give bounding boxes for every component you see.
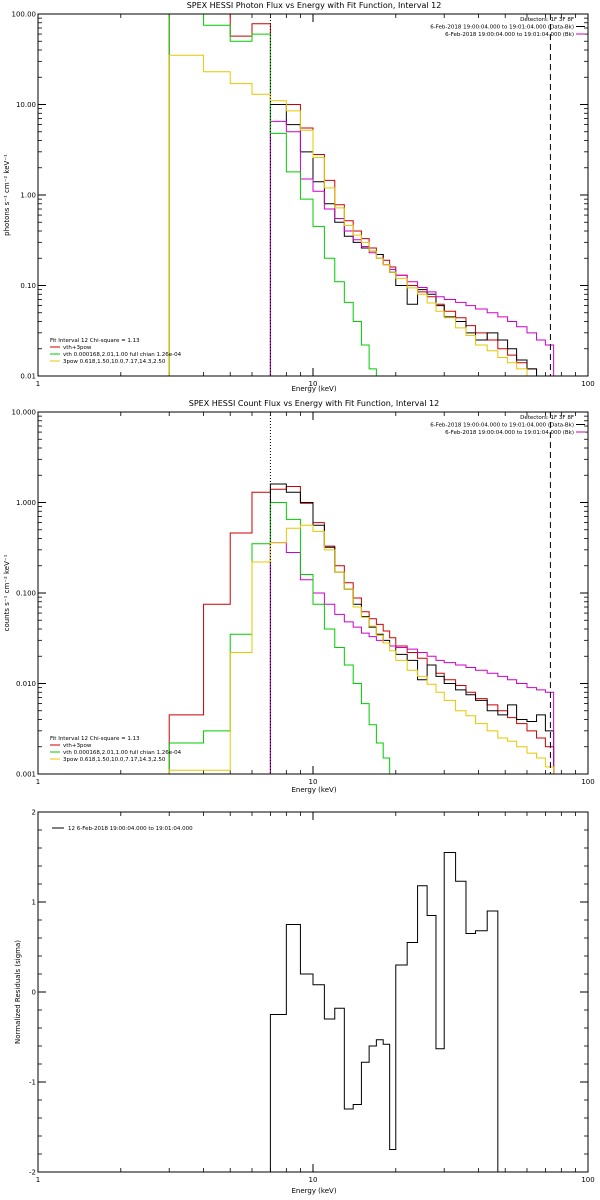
photon-flux-y-tick-label: 0.01 [20, 373, 36, 381]
photon-flux-y-tick-label: 100.00 [12, 11, 37, 19]
photon-flux-y-axis-label: photons s⁻¹ cm⁻² keV⁻¹ [3, 154, 11, 236]
photon-flux-series-4-line [168, 54, 538, 376]
residuals-legends: 12 6-Feb-2018 19:00:04.000 to 19:01:04.0… [52, 826, 193, 832]
count-flux-y-axis-label: counts s⁻¹ cm⁻² keV⁻¹ [3, 554, 11, 631]
photon-flux-legend-entry: vth 0.000168,2.01,1.00 full chian 1.26e-… [63, 352, 182, 358]
count-flux-x-tick-label: 1 [36, 778, 40, 786]
count-flux-legend-entry: 6-Feb-2018 19:00:04.000 to 19:01:04.000 … [445, 430, 574, 436]
photon-flux-plot-area [168, 14, 555, 376]
photon-flux-legend-entry: 3pow 0.618,1.50,10.0,7.17,14.3,2.50 [63, 359, 166, 365]
photon-flux-x-tick-label: 100 [581, 380, 594, 388]
count-flux-frame [37, 411, 589, 775]
count-flux-y-tick-label: 0.100 [16, 590, 36, 598]
residuals-plot-area [269, 852, 499, 1172]
residuals-x-axis-label: Energy (keV) [291, 1187, 336, 1195]
count-flux-legend-entry: 6-Feb-2018 19:00:04.000 to 19:01:04.000 … [430, 423, 574, 429]
photon-flux-fit-summary: Fit Interval 12 Chi-square = 1.13 [50, 338, 140, 344]
photon-flux-legend-entry: vth+3pow [63, 345, 92, 351]
count-flux-x-tick-label: 10 [309, 778, 318, 786]
count-flux-y-tick-label: 0.001 [16, 771, 36, 779]
residuals-x-tick-label: 10 [309, 1176, 318, 1184]
photon-flux-frame [37, 13, 589, 377]
count-flux-x-axis-label: Energy (keV) [291, 786, 336, 794]
residuals-y-tick-label: -2 [29, 1169, 36, 1177]
count-flux-series-4-line [168, 524, 565, 774]
residuals-x-tick-label: 1 [36, 1176, 40, 1184]
photon-flux-series-2-line [269, 120, 555, 376]
count-flux-legend-entry: vth+3pow [63, 743, 92, 749]
photon-flux-y-tick-label: 1.00 [20, 192, 36, 200]
residuals-series-0-line [269, 852, 499, 1172]
photon-flux-y-tick-label: 0.10 [20, 282, 36, 290]
count-flux-y-tick-label: 0.010 [16, 680, 36, 688]
count-flux-series-3-line [168, 502, 397, 774]
residuals-y-axis-label: Normalized Residuals (sigma) [14, 940, 22, 1044]
photon-flux-x-tick-label: 1 [36, 380, 40, 388]
count-flux-y-tick-label: 10.000 [12, 409, 37, 417]
count-flux-y-tick-label: 1.000 [16, 499, 36, 507]
count-flux-legend-entry: vth 0.000168,2.01,1.00 full chian 1.26e-… [63, 750, 182, 756]
photon-flux-legend-entry: Detectors: 1F 3F 8F [520, 17, 574, 23]
count-flux-title: SPEX HESSI Count Flux vs Energy with Fit… [189, 399, 440, 408]
residuals-y-tick-label: -1 [29, 1079, 36, 1087]
photon-flux-series-3-line [168, 14, 377, 376]
count-flux-series-1-line [269, 483, 555, 774]
count-flux-plot-area [168, 412, 565, 774]
residuals-x-tick-label: 100 [581, 1176, 594, 1184]
residuals-y-tick-label: 0 [32, 989, 36, 997]
photon-flux-title: SPEX HESSI Photon Flux vs Energy with Fi… [187, 1, 442, 10]
photon-flux-x-tick-label: 10 [309, 380, 318, 388]
photon-flux-y-tick-label: 10.00 [16, 101, 36, 109]
count-flux-panel: SPEX HESSI Count Flux vs Energy with Fit… [3, 399, 595, 794]
count-flux-legend-entry: 3pow 0.618,1.50,10.0,7.17,14.3,2.50 [63, 757, 166, 763]
photon-flux-legend-entry: 6-Feb-2018 19:00:04.000 to 19:01:04.000 … [445, 32, 574, 38]
count-flux-legend-entry: Detectors: 1F 3F 8F [520, 415, 574, 421]
residuals-legend-entry: 12 6-Feb-2018 19:00:04.000 to 19:01:04.0… [68, 826, 193, 832]
count-flux-series-0-line [168, 486, 555, 774]
residuals-panel: Normalized Residuals (sigma) Energy (keV… [14, 809, 595, 1196]
residuals-y-tick-label: 2 [32, 809, 36, 817]
count-flux-fit-summary: Fit Interval 12 Chi-square = 1.13 [50, 736, 140, 742]
photon-flux-legend-entry: 6-Feb-2018 19:00:04.000 to 19:01:04.000 … [430, 25, 574, 31]
residuals-frame [37, 811, 589, 1173]
residuals-ticks: 1 10 100 -2 -1 0 1 2 [29, 809, 595, 1185]
count-flux-ticks: 1 10 100 0.001 0.010 0.100 1.000 10.000 [12, 409, 595, 787]
photon-flux-legends: Detectors: 1F 3F 8F 6-Feb-2018 19:00:04.0… [50, 17, 585, 365]
count-flux-x-tick-label: 100 [581, 778, 594, 786]
residuals-y-tick-label: 1 [32, 899, 36, 907]
photon-flux-series-1-line [269, 104, 546, 376]
photon-flux-x-axis-label: Energy (keV) [291, 385, 336, 393]
photon-flux-panel: SPEX HESSI Photon Flux vs Energy with Fi… [3, 1, 595, 393]
count-flux-legends: Detectors: 1F 3F 8F 6-Feb-2018 19:00:04.0… [50, 415, 585, 763]
count-flux-series-2-line [269, 542, 555, 774]
